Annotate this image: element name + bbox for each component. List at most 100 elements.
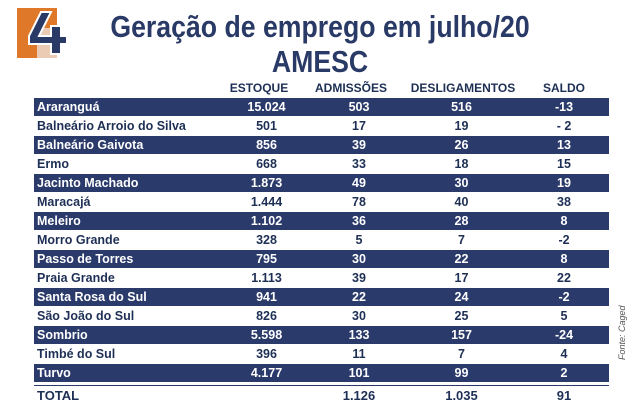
cell-desligamentos: 516 <box>404 98 519 117</box>
cell-admissoes: 11 <box>314 344 404 364</box>
cell-desligamentos: 40 <box>404 192 519 212</box>
cell-saldo: -13 <box>519 98 609 117</box>
cell-admissoes: 30 <box>314 249 404 269</box>
cell-desligamentos: 28 <box>404 211 519 231</box>
cell-desligamentos: 7 <box>404 344 519 364</box>
cell-desligamentos: 26 <box>404 135 519 155</box>
employment-table: Araranguá 15.024 503 516 -13 Balneário Arroio… <box>34 98 609 383</box>
cell-saldo: 13 <box>519 135 609 155</box>
cell-city: Morro Grande <box>34 230 219 250</box>
total-desligamentos: 1.035 <box>445 388 478 403</box>
table-row: Meleiro 1.102 36 28 8 <box>34 211 609 231</box>
cell-saldo: 2 <box>519 363 609 383</box>
cell-city: Turvo <box>34 363 219 383</box>
table-row: Maracajá 1.444 78 40 38 <box>34 192 609 212</box>
cell-saldo: 15 <box>519 154 609 174</box>
cell-estoque: 15.024 <box>219 98 314 117</box>
header-saldo: SALDO <box>543 81 585 95</box>
cell-admissoes: 49 <box>314 173 404 193</box>
cell-desligamentos: 25 <box>404 306 519 326</box>
cell-desligamentos: 24 <box>404 287 519 307</box>
cell-estoque: 4.177 <box>219 363 314 383</box>
table-row: Turvo 4.177 101 99 2 <box>34 363 609 383</box>
table-row: Sombrio 5.598 133 157 -24 <box>34 325 609 345</box>
cell-admissoes: 39 <box>314 268 404 288</box>
cell-estoque: 1.102 <box>219 211 314 231</box>
brand-logo <box>17 8 68 58</box>
cell-city: Timbé do Sul <box>34 344 219 364</box>
cell-admissoes: 22 <box>314 287 404 307</box>
cell-saldo: 38 <box>519 192 609 212</box>
table-row: Praia Grande 1.113 39 17 22 <box>34 268 609 288</box>
cell-estoque: 795 <box>219 249 314 269</box>
cell-city: Balneário Arroio do Silva <box>34 116 219 136</box>
column-headers: ESTOQUE ADMISSÕES DESLIGAMENTOS SALDO <box>0 81 640 97</box>
cell-estoque: 941 <box>219 287 314 307</box>
cell-admissoes: 17 <box>314 116 404 136</box>
cell-city: Santa Rosa do Sul <box>34 287 219 307</box>
table-row: Ermo 668 33 18 15 <box>34 154 609 174</box>
cell-estoque: 328 <box>219 230 314 250</box>
page-subtitle: AMESC <box>271 44 369 79</box>
cell-city: Meleiro <box>34 211 219 231</box>
cell-admissoes: 5 <box>314 230 404 250</box>
cell-admissoes: 78 <box>314 192 404 212</box>
total-label: TOTAL <box>37 388 80 403</box>
table-row: Santa Rosa do Sul 941 22 24 -2 <box>34 287 609 307</box>
table-row: Timbé do Sul 396 11 7 4 <box>34 344 609 364</box>
cell-estoque: 826 <box>219 306 314 326</box>
table-row: Morro Grande 328 5 7 -2 <box>34 230 609 250</box>
cell-admissoes: 101 <box>314 363 404 383</box>
cell-desligamentos: 157 <box>404 325 519 345</box>
cell-city: São João do Sul <box>34 306 219 326</box>
source-note: Fonte: Caged <box>617 305 627 360</box>
total-saldo: 91 <box>556 388 572 403</box>
cell-city: Ermo <box>34 154 219 174</box>
cell-desligamentos: 30 <box>404 173 519 193</box>
cell-admissoes: 33 <box>314 154 404 174</box>
cell-estoque: 1.873 <box>219 173 314 193</box>
cell-city: Balneário Gaivota <box>34 135 219 155</box>
cell-desligamentos: 19 <box>404 116 519 136</box>
total-row: TOTAL 1.126 1.035 91 <box>34 385 609 406</box>
cell-saldo: -2 <box>519 230 609 250</box>
cell-admissoes: 30 <box>314 306 404 326</box>
cell-estoque: 1.444 <box>219 192 314 212</box>
total-admissoes: 1.126 <box>342 388 376 403</box>
cell-admissoes: 36 <box>314 211 404 231</box>
cell-admissoes: 39 <box>314 135 404 155</box>
cell-desligamentos: 22 <box>404 249 519 269</box>
table-row: Araranguá 15.024 503 516 -13 <box>34 98 609 117</box>
cell-city: Praia Grande <box>34 268 219 288</box>
cell-estoque: 501 <box>219 116 314 136</box>
cell-saldo: 22 <box>519 268 609 288</box>
cell-estoque: 396 <box>219 344 314 364</box>
cell-desligamentos: 99 <box>404 363 519 383</box>
cell-saldo: -24 <box>519 325 609 345</box>
table-row: Passo de Torres 795 30 22 8 <box>34 249 609 269</box>
cell-saldo: 8 <box>519 249 609 269</box>
cell-estoque: 5.598 <box>219 325 314 345</box>
table-row: São João do Sul 826 30 25 5 <box>34 306 609 326</box>
cell-city: Passo de Torres <box>34 249 219 269</box>
cell-city: Jacinto Machado <box>34 173 219 193</box>
cell-city: Maracajá <box>34 192 219 212</box>
cell-estoque: 856 <box>219 135 314 155</box>
cell-saldo: - 2 <box>519 116 609 136</box>
header-estoque: ESTOQUE <box>229 81 289 95</box>
cell-saldo: 19 <box>519 173 609 193</box>
cell-desligamentos: 17 <box>404 268 519 288</box>
cell-admissoes: 503 <box>314 98 404 117</box>
page-title: Geração de emprego em julho/20 <box>110 9 530 44</box>
table-row: Balneário Arroio do Silva 501 17 19- 2 <box>34 116 609 136</box>
cell-city: Sombrio <box>34 325 219 345</box>
cell-saldo: 8 <box>519 211 609 231</box>
cell-saldo: -2 <box>519 287 609 307</box>
cell-saldo: 5 <box>519 306 609 326</box>
cell-estoque: 1.113 <box>219 268 314 288</box>
table-row: Jacinto Machado 1.873 49 30 19 <box>34 173 609 193</box>
table-row: Balneário Gaivota 856 39 26 13 <box>34 135 609 155</box>
cell-saldo: 4 <box>519 344 609 364</box>
cell-city: Araranguá <box>34 98 219 117</box>
header-admissoes: ADMISSÕES <box>315 81 388 95</box>
